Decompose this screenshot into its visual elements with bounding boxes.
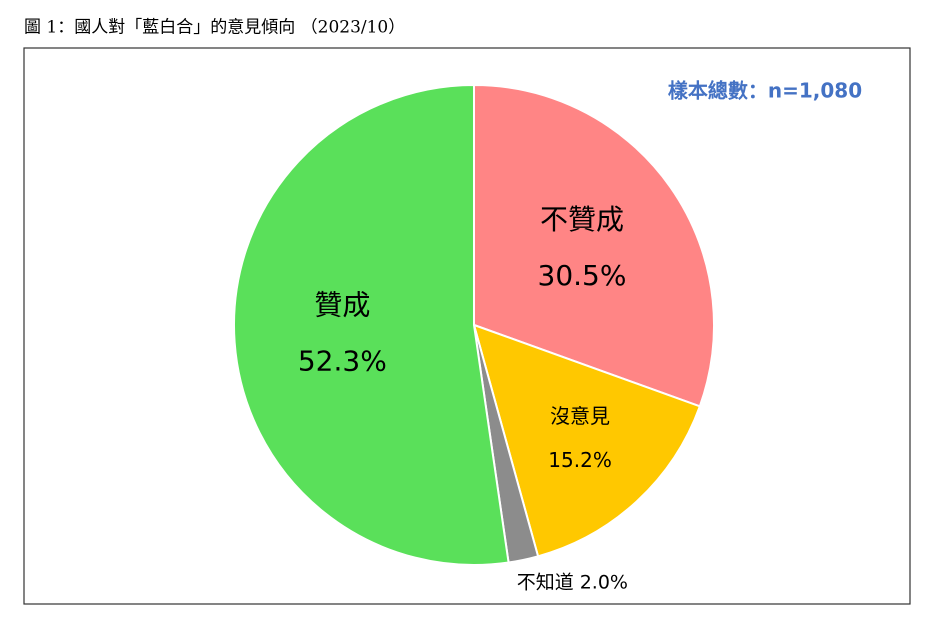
value-label: 52.3% xyxy=(298,345,387,378)
value-label: 15.2% xyxy=(548,448,612,472)
category-label: 沒意見 xyxy=(550,404,610,428)
slice-label: 不知道 2.0% xyxy=(517,571,628,593)
sample-size: 樣本總數：n=1,080 xyxy=(668,79,862,103)
category-label: 贊成 xyxy=(314,289,370,322)
chart-title: 圖 1：國人對「藍白合」的意見傾向 （2023/10） xyxy=(24,18,405,38)
pie-slice xyxy=(233,83,510,566)
pie-slice xyxy=(473,83,715,408)
category-label: 不贊成 xyxy=(540,203,624,236)
value-label: 2.0% xyxy=(580,571,628,593)
category-label: 不知道 xyxy=(517,571,574,593)
pie-slice xyxy=(472,323,702,558)
chart-frame xyxy=(23,47,911,605)
value-label: 30.5% xyxy=(538,259,627,292)
